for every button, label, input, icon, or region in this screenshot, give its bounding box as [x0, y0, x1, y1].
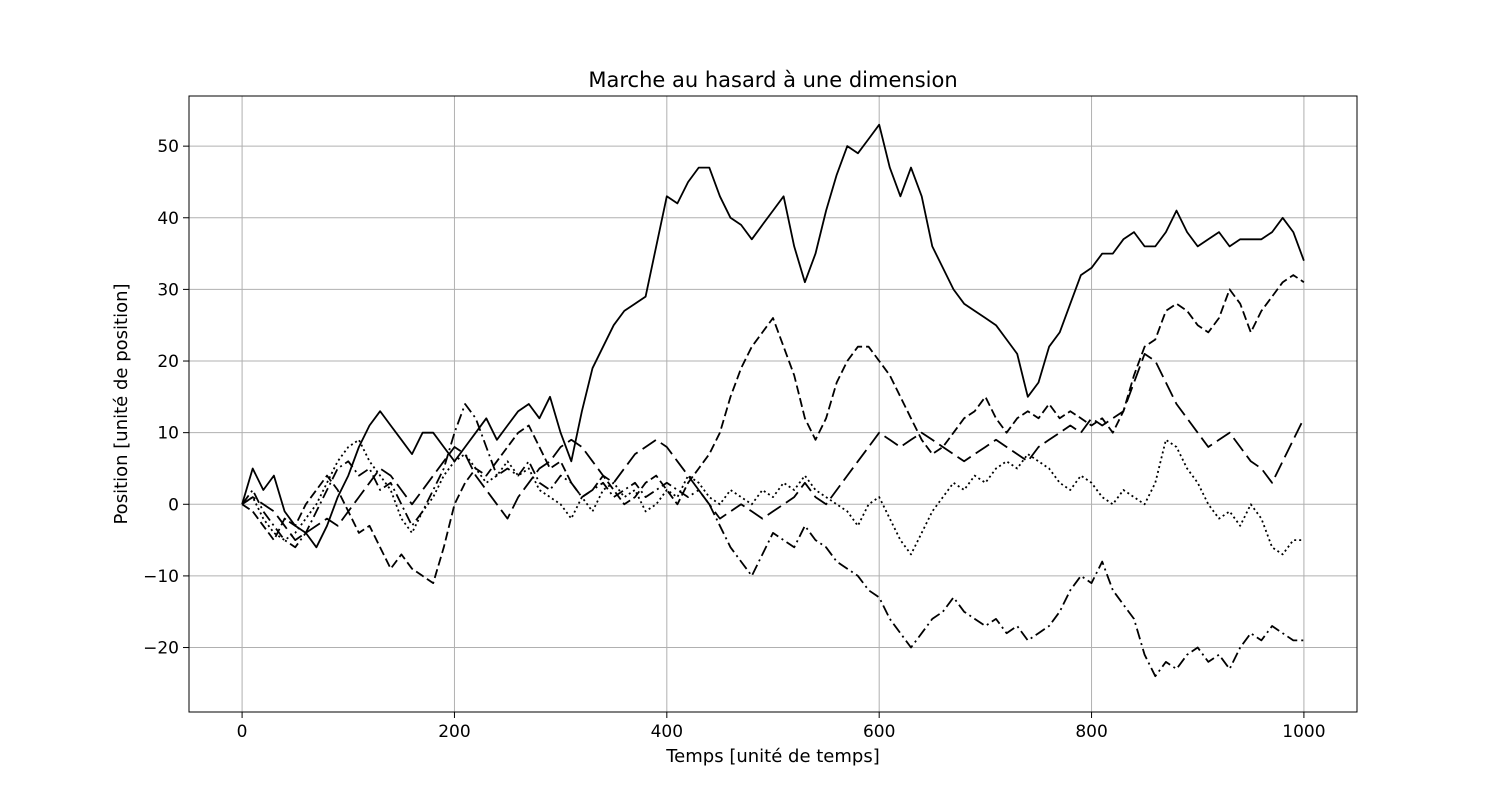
x-tick-label: 0 [237, 722, 248, 742]
y-tick-label: 0 [168, 495, 179, 515]
series-line-3-dashdot [241, 403, 1304, 678]
y-tick-label: −20 [143, 639, 179, 659]
grid [189, 96, 1357, 712]
chart-title: Marche au hasard à une dimension [588, 68, 957, 92]
plot-frame [188, 95, 1358, 713]
x-tick-label: 600 [863, 722, 895, 742]
series-line-5-longdash [241, 352, 1305, 541]
series-group [241, 123, 1305, 678]
ticks: 0 200 400 600 800 1000 −20 −10 0 10 20 30 40 50 [143, 137, 1325, 742]
y-tick-label: 20 [157, 352, 179, 372]
x-tick-label: 400 [651, 722, 683, 742]
y-tick-label: 30 [157, 280, 179, 300]
x-tick-label: 200 [438, 722, 470, 742]
series-line-4-dotted [241, 438, 1304, 556]
x-axis-label: Temps [unité de temps] [665, 746, 879, 767]
x-tick-label: 800 [1075, 722, 1107, 742]
x-tick-label: 1000 [1282, 722, 1325, 742]
y-tick-label: 40 [157, 209, 179, 229]
y-tick-label: 50 [157, 137, 179, 157]
series-line-1-solid [241, 123, 1305, 549]
y-axis-label: Position [unité de position] [111, 283, 132, 524]
y-tick-label: −10 [143, 567, 179, 587]
y-tick-label: 10 [157, 424, 179, 444]
